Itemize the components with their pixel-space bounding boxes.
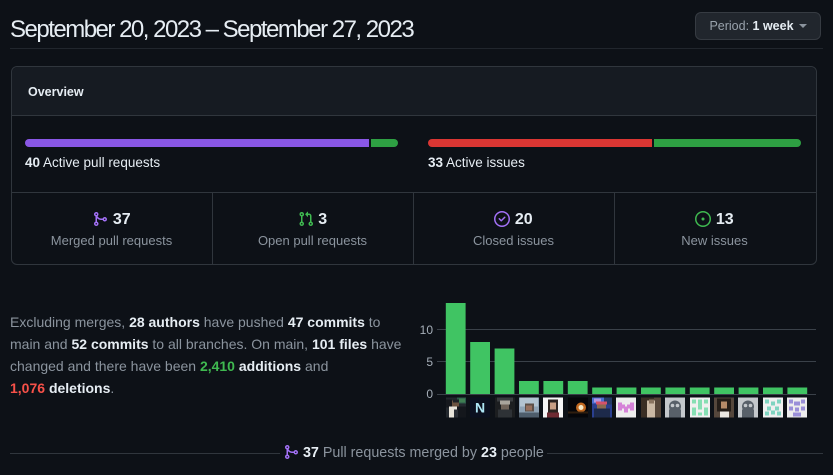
svg-text:0: 0 [426,387,433,401]
svg-text:N: N [475,400,485,416]
svg-text:5: 5 [426,355,433,369]
svg-text:10: 10 [420,323,434,337]
